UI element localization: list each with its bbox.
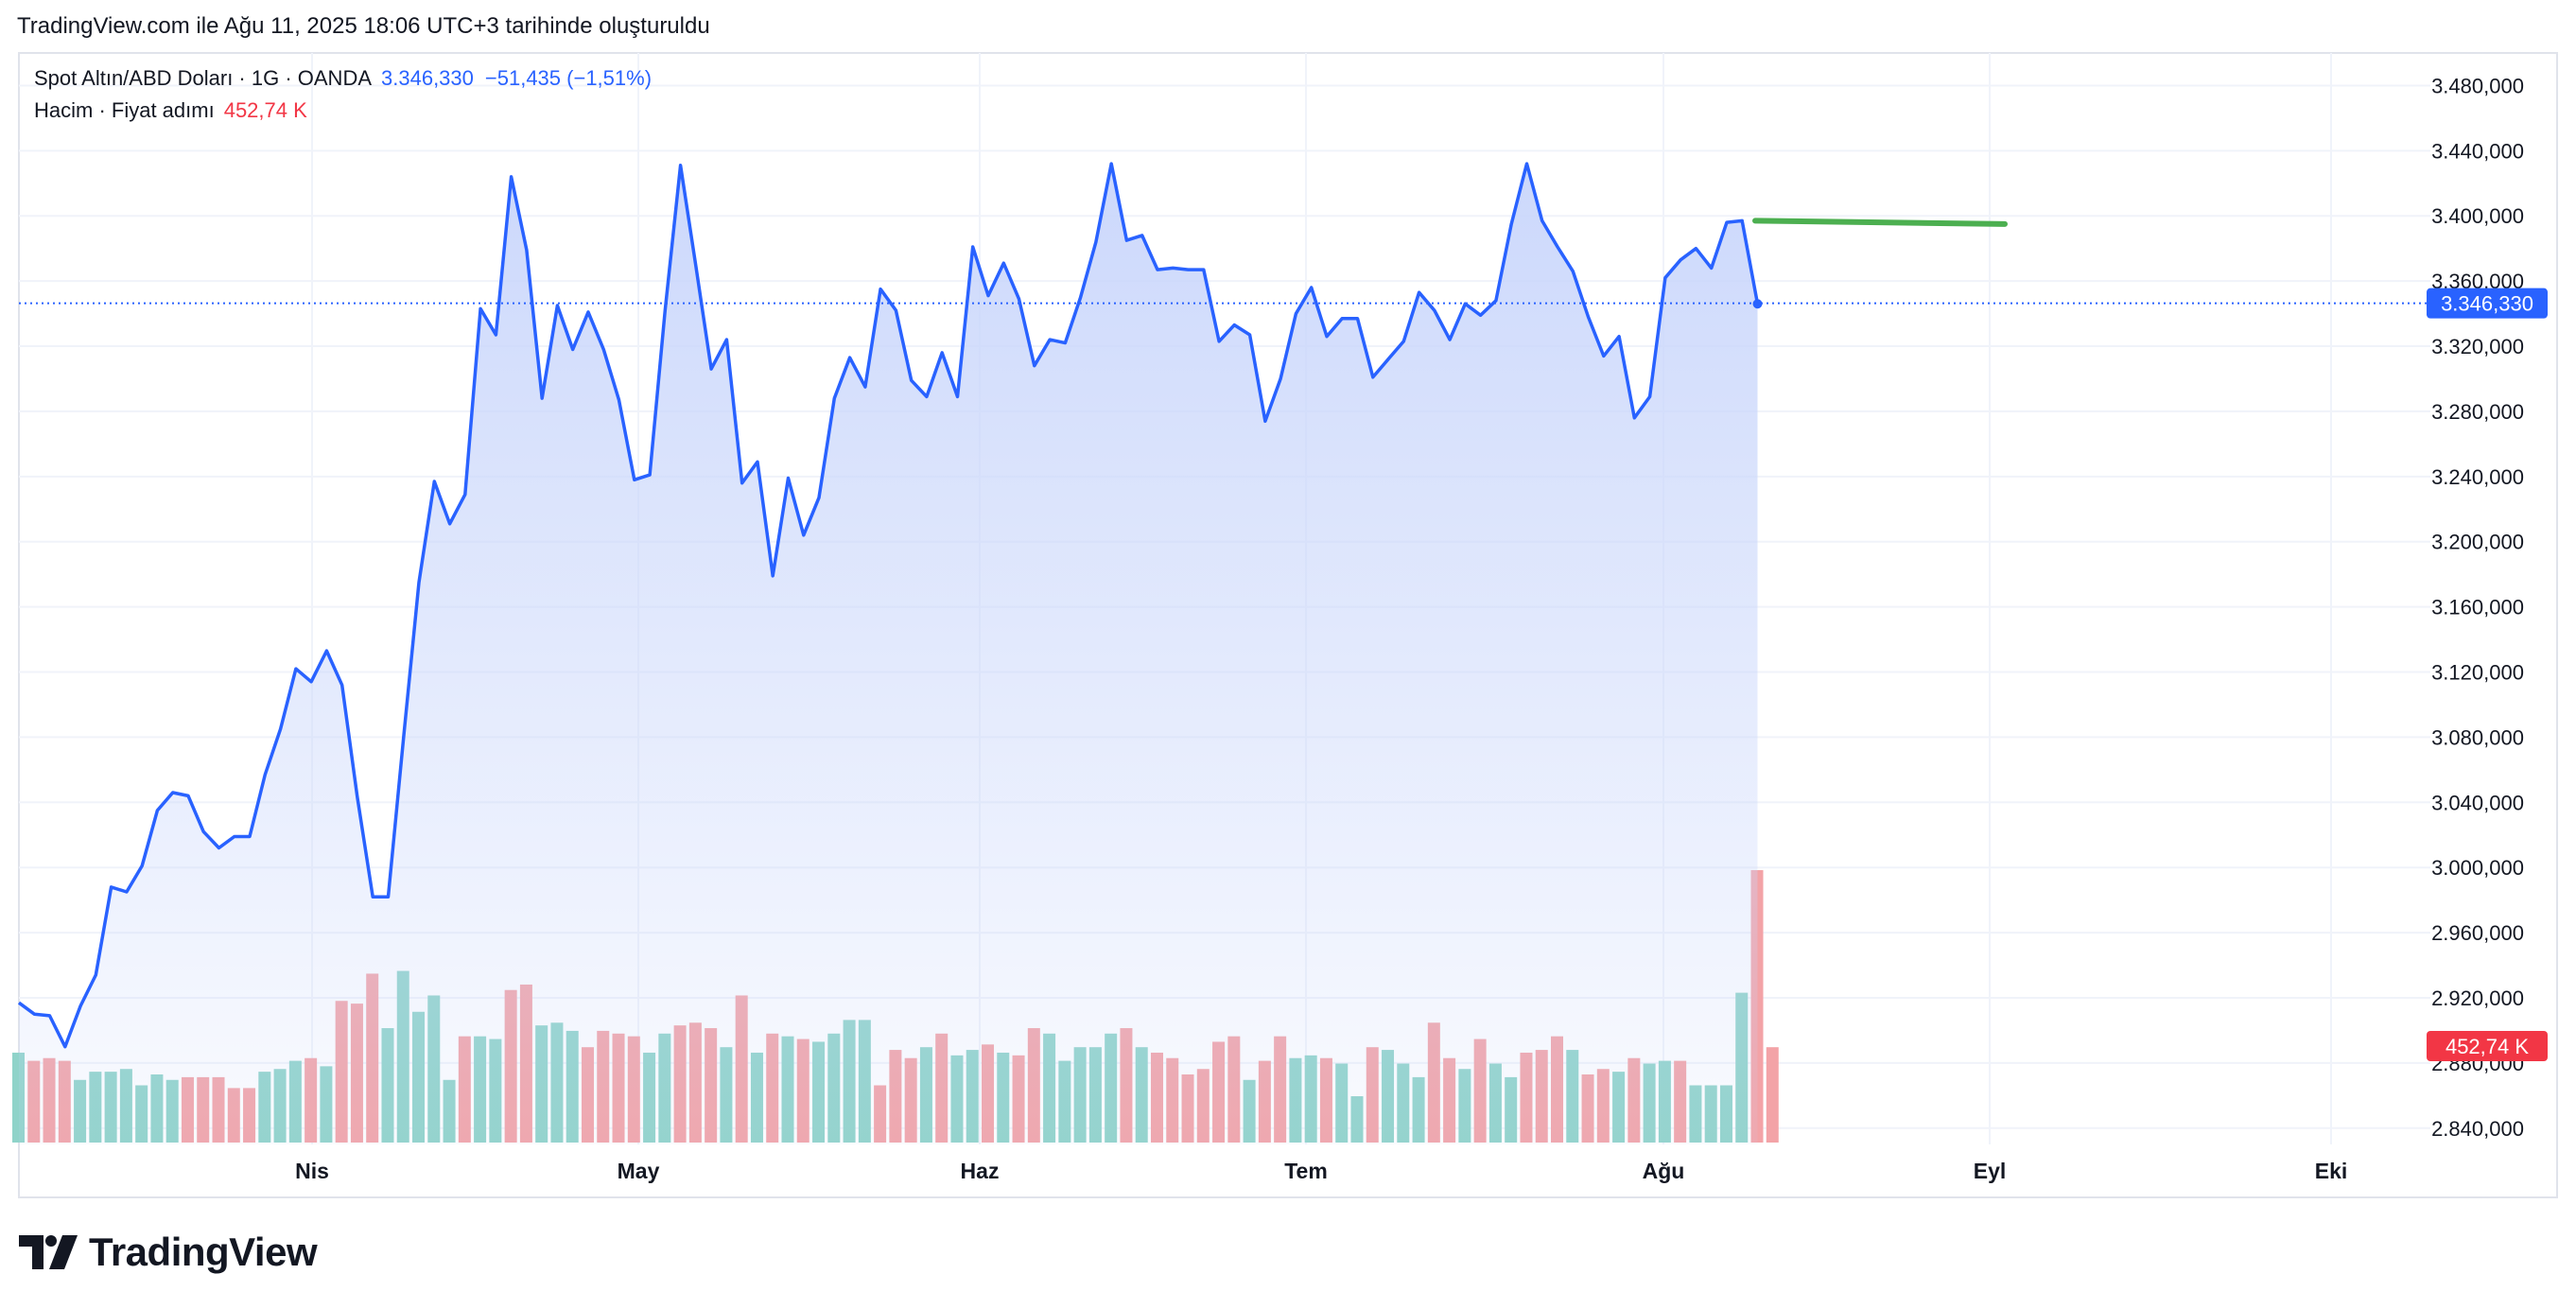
last-price-dot [1752, 299, 1763, 309]
price-tick-label: 3.160,000 [2431, 596, 2524, 620]
legend-last-price: 3.346,330 [381, 66, 474, 90]
price-area [19, 164, 1758, 1145]
tradingview-logo[interactable]: TradingView [19, 1230, 318, 1275]
volume-badge-label: 452,74 K [2445, 1035, 2529, 1058]
time-axis[interactable]: Nis May Haz Tem Ağu Eyl Eki [295, 1159, 2347, 1183]
volume-bar [1766, 1047, 1779, 1143]
price-tick-label: 3.040,000 [2431, 791, 2524, 814]
time-tick-label: Tem [1284, 1159, 1328, 1183]
target-trend-line [1752, 218, 2008, 227]
time-tick-label: Eyl [1974, 1159, 2007, 1183]
time-tick-label: Haz [961, 1159, 1000, 1183]
legend-volume-value: 452,74 K [223, 98, 307, 122]
time-tick-label: Ağu [1643, 1159, 1685, 1183]
price-tick-label: 3.240,000 [2431, 465, 2524, 489]
price-line [17, 162, 2430, 1049]
chart-creation-note: TradingView.com ile Ağu 11, 2025 18:06 U… [17, 13, 710, 39]
time-tick-label: Eki [2315, 1159, 2348, 1183]
chart-frame [18, 52, 2558, 1198]
price-tick-label: 3.200,000 [2431, 531, 2524, 554]
price-tick-label: 3.400,000 [2431, 204, 2524, 228]
price-tick-label: 3.000,000 [2431, 856, 2524, 880]
price-axis[interactable]: 3.480,0003.440,0003.400,0003.360,0003.32… [2427, 74, 2548, 1141]
legend-change: −51,435 (−1,51%) [484, 66, 653, 90]
tradingview-logo-icon [19, 1235, 78, 1269]
price-tick-label: 3.120,000 [2431, 661, 2524, 685]
price-tick-label: 2.920,000 [2431, 986, 2524, 1010]
last-price-badge [2427, 288, 2548, 319]
price-series-line [17, 162, 1760, 1049]
legend-volume-row[interactable]: Hacim · Fiyat adımı 452,74 K [34, 98, 307, 123]
price-tick-label: 2.840,000 [2431, 1117, 2524, 1141]
legend-symbol[interactable]: Spot Altın/ABD Doları · 1G · OANDA [34, 66, 373, 90]
last-price-badge-label: 3.346,330 [2441, 292, 2533, 316]
legend-symbol-row[interactable]: Spot Altın/ABD Doları · 1G · OANDA 3.346,… [34, 66, 652, 91]
time-tick-label: May [618, 1159, 660, 1183]
price-tick-label: 3.080,000 [2431, 725, 2524, 749]
price-tick-label: 3.320,000 [2431, 335, 2524, 358]
volume-badge [2427, 1031, 2548, 1061]
price-tick-label: 2.960,000 [2431, 921, 2524, 945]
price-tick-label: 3.280,000 [2431, 400, 2524, 424]
price-area-fill [19, 164, 1758, 1145]
tradingview-wordmark: TradingView [89, 1230, 318, 1274]
target-line[interactable] [1752, 218, 2008, 227]
price-tick-label: 3.440,000 [2431, 139, 2524, 163]
legend-volume-label[interactable]: Hacim · Fiyat adımı [34, 98, 215, 122]
price-tick-label: 3.480,000 [2431, 74, 2524, 97]
time-tick-label: Nis [295, 1159, 329, 1183]
